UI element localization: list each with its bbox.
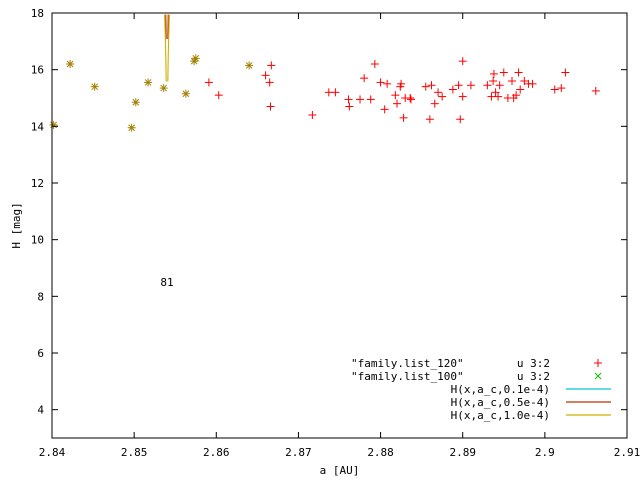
- data-point-cross: [160, 84, 168, 92]
- data-point-cross: [91, 83, 99, 91]
- y-axis-label: H [mag]: [10, 202, 23, 248]
- data-point-cross: [182, 90, 190, 98]
- data-point-cross: [192, 54, 200, 62]
- data-point: [49, 54, 254, 132]
- legend-entry-label: H(x,a_c,0.5e-4): [451, 396, 550, 409]
- y-tick-label: 14: [31, 120, 45, 133]
- annotation-label: 81: [160, 276, 173, 289]
- x-axis-label: a [AU]: [320, 464, 360, 477]
- legend-entry-label: u 3:2: [517, 357, 550, 370]
- y-tick-label: 6: [37, 347, 44, 360]
- legend-entry-label: H(x,a_c,0.1e-4): [451, 383, 550, 396]
- legend-file-label: "family.list_120": [351, 357, 464, 370]
- legend-entry-label: H(x,a_c,1.0e-4): [451, 409, 550, 422]
- data-point-cross: [128, 124, 136, 132]
- x-tick-label: 2.88: [367, 446, 394, 459]
- x-tick-label: 2.89: [449, 446, 476, 459]
- x-tick-label: 2.9: [535, 446, 555, 459]
- legend: "family.list_120" "family.list_100" u 3:…: [351, 357, 611, 422]
- curve-line: [164, 14, 167, 82]
- x-tick-label: 2.84: [39, 446, 66, 459]
- legend-samples: [566, 359, 611, 416]
- data-point: [204, 57, 600, 124]
- x-tick-label: 2.85: [121, 446, 148, 459]
- curve-line: [167, 14, 170, 82]
- plot-frame: [51, 12, 628, 439]
- y-tick-label: 10: [31, 234, 44, 247]
- curves-layer: [164, 14, 170, 82]
- legend-file-label: "family.list_100": [351, 370, 464, 383]
- y-tick-label: 4: [37, 404, 44, 417]
- x-tick-label: 2.87: [285, 446, 312, 459]
- data-point-cross: [594, 372, 602, 380]
- x-tick-label: 2.91: [614, 446, 640, 459]
- ticks-layer: 2.84 2.85 2.86 2.87 2.88 2.89 2.9 2.91 4 6 8 10 12 14…: [31, 7, 640, 459]
- legend-entry-label: u 3:2: [517, 370, 550, 383]
- data-point-cross: [144, 79, 152, 86]
- y-tick-label: 12: [31, 177, 44, 190]
- data-point-cross: [245, 62, 253, 69]
- y-tick-label: 16: [31, 64, 44, 77]
- y-tick-label: 8: [37, 290, 44, 303]
- data-point-cross: [132, 98, 140, 106]
- x-tick-label: 2.86: [203, 446, 230, 459]
- data-point-cross: [66, 60, 74, 68]
- points-layer: [49, 54, 600, 132]
- y-tick-label: 18: [31, 7, 44, 20]
